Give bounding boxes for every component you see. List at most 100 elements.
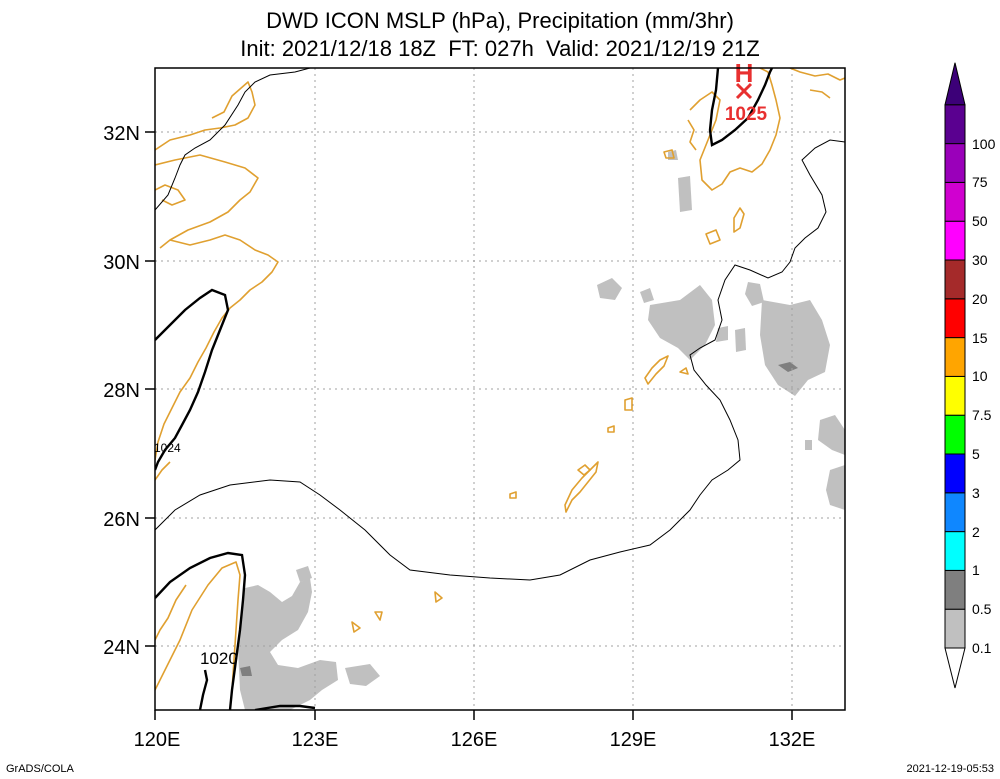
lat-label: 28N [103,380,140,402]
coastline-islet [663,149,675,159]
axis-ticks [145,131,793,720]
colorbar-top-arrow [944,62,966,106]
isobar-label-1020: 1020 [200,649,238,668]
precip-area-east [735,328,746,352]
footer-timestamp: 2021-12-19-05:53 [906,763,994,775]
lat-label: 24N [103,637,140,659]
coastline-kyushu-west [687,119,697,151]
precip-area-taiwan [296,566,312,582]
isobar-1020-bottom [254,704,316,710]
lat-label: 32N [103,123,140,145]
coastline-islet [705,229,721,245]
lon-label: 120E [134,729,181,751]
coastline-shikoku [809,89,831,99]
precip-area-taiwan [345,664,380,686]
lat-label: 30N [103,252,140,274]
precip-area-east [745,282,764,306]
coastline-islet [351,621,361,633]
lon-label: 132E [769,729,816,751]
colorbar-level-label: 15 [972,329,988,346]
coastline-islet [624,397,633,411]
high-pressure-letter: H [735,58,754,88]
colorbar-swatch [944,569,966,610]
colorbar-swatch [944,492,966,533]
isobars [155,68,845,581]
colorbar-swatch [944,104,966,145]
colorbar-swatch [944,337,966,377]
colorbar-level-label: 100 [972,135,996,152]
precip-area-moderate [240,666,252,676]
latitude-labels: 32N 30N 28N 26N 24N [103,123,140,659]
colorbar-level-label: 50 [972,213,988,230]
colorbar-level-label: 7.5 [972,407,992,424]
colorbar-level-label: 0.1 [972,640,992,656]
isobar-1024 [155,139,845,581]
high-pressure-value: 1025 [725,104,768,125]
lon-label: 129E [610,729,657,751]
precip-area-east [805,440,812,450]
colorbar-swatch [944,453,966,494]
colorbar-level-label: 3 [972,484,980,501]
coastline-islet [733,207,745,233]
coastline-ryukyu [564,461,599,513]
coastline-okinawa [644,355,669,385]
colorbar-level-label: 20 [972,290,988,307]
colorbar-level-label: 1 [972,562,980,579]
coastline-islet [434,591,443,603]
colorbar-bottom-arrow [944,647,966,689]
isobar-1024-west [155,68,311,211]
coastline-china-north [155,81,256,151]
lat-label: 26N [103,509,140,531]
colorbar-swatch [944,608,966,649]
coastline-ryukyu-islet [577,464,591,476]
coastline-taiwan-strait [155,584,187,641]
lon-label: 123E [292,729,339,751]
precip-area-east [760,300,830,396]
coastline-yangtze [155,154,259,249]
coastlines [155,68,845,710]
colorbar-swatch [944,259,966,300]
isobar-label-1024: 1024 [154,441,181,455]
coastline-islet [509,491,517,499]
precip-area-east-sea [597,278,622,300]
colorbar-swatch [944,375,966,416]
coastline-zhejiang [155,234,279,461]
precip-area-east-sea [648,285,715,360]
isobar-1025-high [708,68,774,147]
colorbar-swatch [944,220,966,261]
coastline-kyushu [689,68,781,191]
precip-area-moderate [778,362,798,372]
coastline-taiwan-west [155,561,241,710]
precip-area-taiwan [238,578,338,710]
colorbar-swatch [944,531,966,571]
precip-area-east-sea [640,288,654,303]
colorbar-level-label: 5 [972,446,980,462]
isobar-1020-thick [155,551,247,710]
colorbar-swatch [944,414,966,455]
colorbar-level-label: 10 [972,368,988,385]
colorbar-swatch [944,298,966,339]
isobars-thick [155,68,774,710]
high-pressure-marker [735,82,753,100]
isobar-1024-thick [155,288,230,471]
colorbar-level-label: 30 [972,252,988,268]
colorbar-level-label: 2 [972,523,980,540]
coastline-fujian [155,461,171,481]
coastline-shikoku [789,68,845,81]
map-title-line-2: Init: 2021/12/18 18Z FT: 027h Valid: 202… [240,36,760,61]
colorbar-swatch [944,181,966,222]
lat-lon-grid [155,68,845,710]
coastline-china-mid [155,184,186,206]
isobar-1020-segment [198,669,209,710]
precip-area-kyushu [678,176,692,212]
lon-label: 126E [451,729,498,751]
precipitation-colorbar [944,62,966,689]
colorbar-level-label: 75 [972,174,988,191]
precip-area-east [826,465,845,510]
footer-credit: GrADS/COLA [6,763,74,775]
coastline-islet [374,611,383,621]
coastline-islet [679,367,689,375]
precipitation-shading [238,150,845,710]
colorbar-level-label: 0.5 [972,601,992,618]
